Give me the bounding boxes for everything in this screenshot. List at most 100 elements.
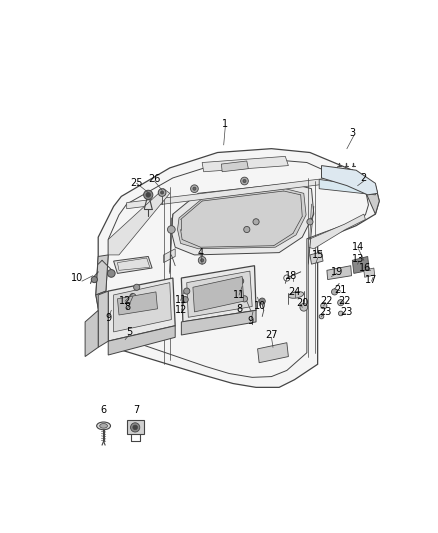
Polygon shape [319, 180, 375, 195]
Circle shape [198, 256, 206, 264]
Text: 13: 13 [352, 254, 364, 264]
Circle shape [167, 225, 175, 233]
Circle shape [259, 298, 265, 304]
Polygon shape [364, 268, 374, 277]
Circle shape [91, 277, 97, 282]
Circle shape [146, 192, 151, 197]
Text: 7: 7 [134, 406, 140, 415]
Polygon shape [96, 291, 125, 349]
Circle shape [182, 296, 188, 303]
Circle shape [361, 264, 366, 269]
Text: 22: 22 [321, 296, 333, 306]
Polygon shape [96, 149, 379, 387]
Polygon shape [85, 310, 98, 357]
Polygon shape [181, 310, 256, 335]
Polygon shape [258, 343, 288, 363]
Polygon shape [187, 271, 252, 317]
Polygon shape [310, 235, 321, 247]
Ellipse shape [289, 292, 304, 298]
Polygon shape [108, 278, 175, 341]
Polygon shape [308, 214, 365, 249]
Circle shape [313, 256, 319, 263]
Polygon shape [127, 175, 350, 209]
Circle shape [158, 189, 166, 196]
Text: 8: 8 [236, 304, 242, 314]
Circle shape [321, 303, 327, 309]
Polygon shape [193, 277, 244, 312]
Circle shape [244, 227, 250, 232]
Text: 26: 26 [148, 174, 161, 184]
Circle shape [319, 314, 324, 319]
Circle shape [355, 261, 362, 269]
Text: 12: 12 [175, 305, 187, 316]
Polygon shape [310, 252, 323, 264]
Polygon shape [113, 282, 171, 332]
Polygon shape [96, 255, 108, 295]
Text: 1: 1 [222, 119, 228, 129]
Text: 25: 25 [131, 179, 143, 188]
Text: 24: 24 [288, 287, 301, 297]
Circle shape [237, 278, 244, 284]
Polygon shape [202, 156, 288, 172]
Circle shape [243, 180, 246, 182]
Text: 6: 6 [101, 406, 106, 415]
Text: 4: 4 [198, 248, 204, 257]
Text: 5: 5 [126, 327, 132, 337]
Text: 10: 10 [71, 273, 84, 283]
Circle shape [191, 185, 198, 192]
Text: 12: 12 [119, 296, 131, 306]
Circle shape [339, 311, 343, 316]
Polygon shape [108, 326, 175, 355]
Polygon shape [221, 161, 248, 172]
Polygon shape [164, 249, 175, 263]
Polygon shape [327, 265, 352, 280]
Text: 9: 9 [247, 316, 254, 326]
Text: 11: 11 [174, 295, 187, 305]
Text: 22: 22 [338, 296, 351, 306]
Circle shape [307, 219, 313, 225]
Text: 8: 8 [124, 302, 131, 311]
Text: 10: 10 [254, 301, 266, 311]
Circle shape [201, 259, 204, 262]
Bar [127, 421, 144, 434]
Circle shape [161, 191, 164, 194]
Polygon shape [171, 183, 314, 255]
Text: 3: 3 [349, 128, 355, 138]
Circle shape [133, 425, 138, 430]
Text: 17: 17 [365, 274, 378, 285]
Circle shape [193, 187, 196, 190]
Circle shape [134, 284, 140, 290]
Text: 20: 20 [296, 297, 308, 308]
Polygon shape [98, 291, 108, 348]
Text: 19: 19 [331, 267, 343, 277]
Ellipse shape [97, 422, 110, 430]
Text: 27: 27 [265, 330, 278, 340]
Polygon shape [321, 166, 378, 195]
Text: 23: 23 [319, 307, 332, 317]
Text: 23: 23 [341, 307, 353, 317]
Circle shape [300, 303, 307, 311]
Polygon shape [113, 256, 152, 273]
Circle shape [240, 177, 248, 185]
Polygon shape [108, 189, 170, 255]
Text: 9: 9 [105, 313, 111, 323]
Circle shape [130, 294, 136, 300]
Text: 21: 21 [335, 285, 347, 295]
Ellipse shape [100, 424, 107, 428]
Polygon shape [352, 256, 369, 273]
Circle shape [131, 423, 140, 432]
Circle shape [332, 289, 338, 295]
Circle shape [253, 219, 259, 225]
Circle shape [107, 270, 115, 277]
Text: 14: 14 [352, 242, 364, 252]
Polygon shape [181, 265, 256, 322]
Polygon shape [117, 292, 158, 315]
Circle shape [338, 300, 344, 306]
Polygon shape [177, 189, 306, 249]
Text: 2: 2 [361, 173, 367, 183]
Polygon shape [366, 185, 379, 214]
Circle shape [241, 296, 247, 302]
Text: 18: 18 [285, 271, 297, 281]
Text: 16: 16 [359, 263, 371, 273]
Text: 11: 11 [233, 290, 245, 300]
